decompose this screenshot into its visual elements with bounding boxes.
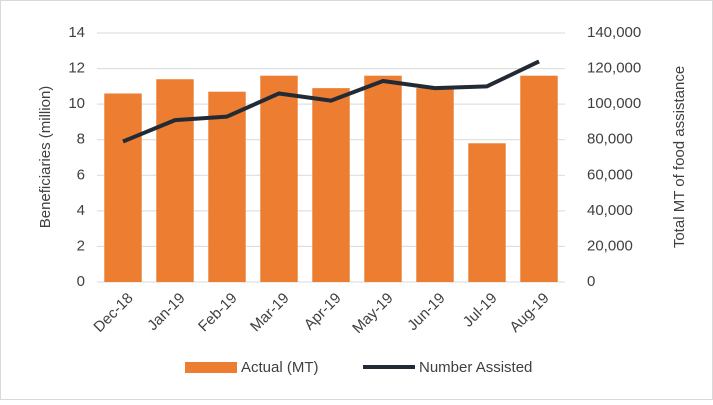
y2-tick-label: 80,000 (587, 131, 633, 148)
y-tick-label: 14 (68, 24, 85, 41)
bar (364, 75, 402, 282)
y-tick-label: 8 (77, 131, 85, 148)
bar (312, 88, 350, 282)
y-axis-label: Beneficiaries (million) (37, 86, 54, 229)
bar (468, 143, 506, 282)
bar (104, 93, 142, 282)
y-tick-label: 12 (68, 60, 85, 77)
y2-tick-label: 140,000 (587, 24, 641, 41)
y-tick-label: 2 (77, 237, 85, 254)
line (122, 59, 540, 144)
legend-swatch (185, 362, 237, 373)
bar (156, 79, 194, 282)
y-tick-label: 6 (77, 166, 85, 183)
y-tick-label: 10 (68, 95, 85, 112)
y2-tick-label: 100,000 (587, 95, 641, 112)
y-tick-label: 0 (77, 273, 85, 290)
y2-tick-label: 40,000 (587, 202, 633, 219)
y2-tick-label: 0 (587, 273, 595, 290)
y-tick-label: 4 (77, 202, 85, 219)
bar (520, 75, 558, 282)
y2-tick-label: 60,000 (587, 166, 633, 183)
legend-label: Number Assisted (419, 359, 532, 376)
y2-tick-label: 120,000 (587, 60, 641, 77)
bar (208, 91, 246, 282)
legend-label: Actual (MT) (241, 359, 319, 376)
bar (416, 88, 454, 282)
y2-axis-label: Total MT of food assistance (671, 66, 688, 248)
y2-tick-label: 20,000 (587, 237, 633, 254)
bar (260, 75, 298, 282)
